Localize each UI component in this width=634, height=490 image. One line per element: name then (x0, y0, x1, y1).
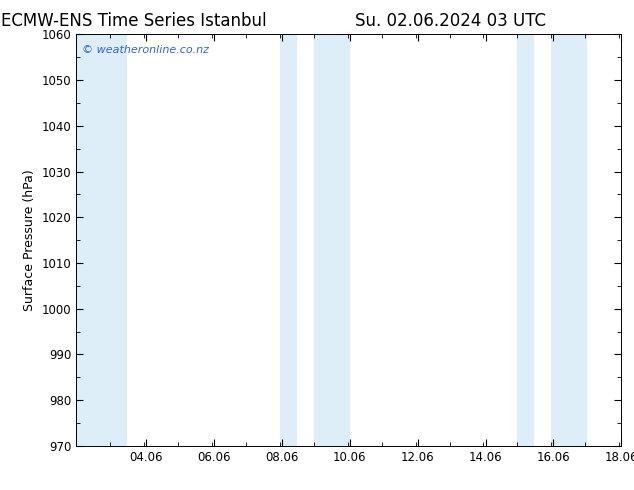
Bar (517, 34, 534, 446)
Text: ECMW-ENS Time Series Istanbul: ECMW-ENS Time Series Istanbul (1, 12, 266, 30)
Bar (314, 34, 350, 446)
Text: © weatheronline.co.nz: © weatheronline.co.nz (82, 45, 209, 54)
Bar (280, 34, 297, 446)
Text: Su. 02.06.2024 03 UTC: Su. 02.06.2024 03 UTC (355, 12, 546, 30)
Y-axis label: Surface Pressure (hPa): Surface Pressure (hPa) (23, 169, 36, 311)
Bar (76, 34, 127, 446)
Bar (552, 34, 587, 446)
